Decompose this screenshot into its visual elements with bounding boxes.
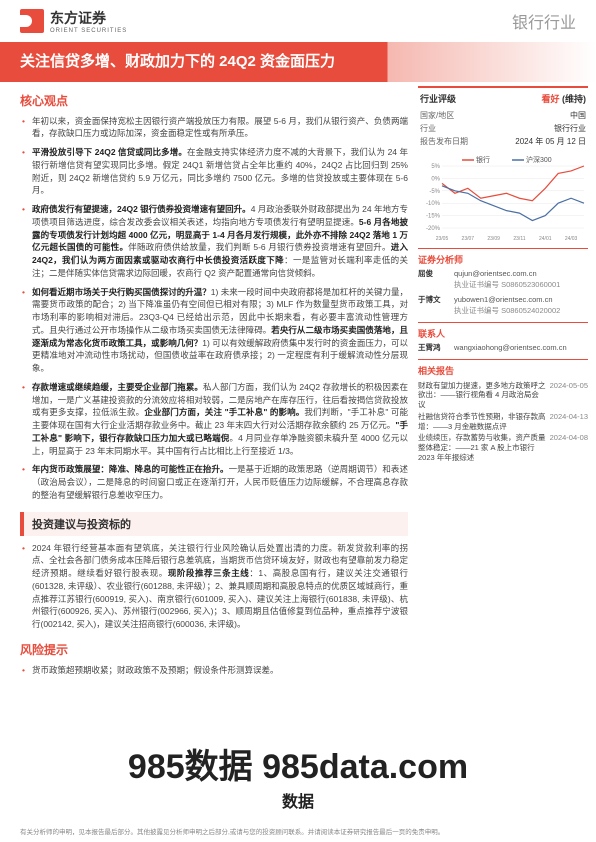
svg-text:沪深300: 沪深300 — [526, 155, 552, 164]
rating-header-left: 行业评级 — [420, 92, 456, 105]
list-item: 货币政策超预期收紧；财政政策不及预期；假设条件形测算误差。 — [32, 664, 408, 677]
analyst-entry: 于博文yubowen1@orientsec.com.cn执业证书编号 S0860… — [418, 294, 588, 316]
list-item: 2024 年银行经营基本面有望筑底，关注银行行业风险确认后处置出清的力度。新发贷… — [32, 542, 408, 631]
footer-disclaimer: 有关分析师的申明，见本报告最后部分。其他披露见分析师申明之后部分,或请与您的投资… — [20, 826, 576, 836]
list-item: 年内货币政策展望：降准、降息的可能性正在抬升。一是基于近期的政策思路（逆周期调节… — [32, 463, 408, 501]
list-item: 平滑投放引导下 24Q2 信贷或同比多增。在金融支持实体经济力度不减的大背景下，… — [32, 146, 408, 197]
report-item: 业绩续压，存款蓄势与收集，资产质量整体稳定：——21 家 A 股上市银行 202… — [418, 433, 588, 462]
info-row: 国家/地区中国 — [418, 109, 588, 122]
contact-box-title: 联系人 — [418, 323, 588, 342]
investment-advice-header: 投资建议与投资标的 — [20, 512, 408, 536]
performance-chart: 5% 0% -5% -10% -15% -20% 23/05 23/07 23/09 23/11 2… — [418, 152, 588, 242]
report-title: 关注信贷多增、财政加力下的 24Q2 资金面压力 — [20, 52, 370, 72]
core-viewpoint-header: 核心观点 — [20, 92, 408, 109]
svg-text:5%: 5% — [431, 164, 440, 170]
company-name-en: ORIENT SECURITIES — [50, 28, 127, 34]
svg-text:-5%: -5% — [429, 188, 440, 194]
watermark-main: 985数据 985data.com — [128, 748, 468, 786]
report-item: 社融信贷符合季节性预期，非银存款高增：——3 月金融数据点评2024-04-13 — [418, 412, 588, 432]
investment-advice-list: 2024 年银行经营基本面有望筑底，关注银行行业风险确认后处置出清的力度。新发贷… — [20, 542, 408, 631]
svg-text:0%: 0% — [431, 176, 440, 182]
svg-text:24/01: 24/01 — [539, 236, 552, 242]
analyst-box-title: 证券分析师 — [418, 249, 588, 268]
reports-box-title: 相关报告 — [418, 360, 588, 379]
info-row: 报告发布日期2024 年 05 月 12 日 — [418, 135, 588, 148]
info-row: 行业银行行业 — [418, 122, 588, 135]
rating-info-box: 行业评级 看好 (维持) 国家/地区中国行业银行行业报告发布日期2024 年 0… — [418, 86, 588, 148]
svg-text:23/07: 23/07 — [462, 236, 475, 242]
rating-value: 看好 — [541, 94, 559, 104]
svg-text:银行: 银行 — [476, 155, 490, 164]
list-item: 如何看近期市场关于央行购买国债探讨的升温？1) 未来一段时间中央政府都将是加杠杆… — [32, 286, 408, 375]
svg-text:-10%: -10% — [426, 201, 441, 207]
svg-text:23/11: 23/11 — [513, 236, 525, 242]
company-logo: 东方证券 ORIENT SECURITIES — [20, 8, 127, 34]
watermark: 985数据 985data.com 数据 — [128, 739, 468, 812]
logo-mark-icon — [20, 9, 44, 33]
core-viewpoint-list: 年初以来，资金面保持宽松主因银行资产端投放压力有限。展望 5-6 月，我们从银行… — [20, 115, 408, 502]
list-item: 政府债发行有望提速，24Q2 银行债券投资增速有望回升。4 月政治委联外财政部提… — [32, 203, 408, 280]
watermark-sub: 数据 — [128, 788, 468, 812]
rating-action: (维持) — [562, 94, 586, 104]
svg-text:-15%: -15% — [426, 213, 441, 219]
list-item: 存款增速或继续趋缓，主要受企业部门拖累。私人部门方面，我们认为 24Q2 存款增… — [32, 381, 408, 458]
analyst-entry: 屈俊qujun@orientsec.com.cn执业证书编号 S08605230… — [418, 268, 588, 290]
contact-entry: 王霄鸿wangxiaohong@orientsec.com.cn — [418, 342, 588, 353]
report-item: 财政有望加力提速，更多地方政策呼之欲出：——银行视角看 4 月政治局会议2024… — [418, 381, 588, 410]
company-name-cn: 东方证券 — [50, 8, 127, 28]
svg-text:24/03: 24/03 — [565, 236, 578, 242]
report-title-bar: 关注信贷多增、财政加力下的 24Q2 资金面压力 — [0, 42, 596, 82]
svg-text:-20%: -20% — [426, 226, 441, 232]
list-item: 年初以来，资金面保持宽松主因银行资产端投放压力有限。展望 5-6 月，我们从银行… — [32, 115, 408, 141]
industry-label: 银行行业 — [512, 9, 576, 33]
svg-text:23/09: 23/09 — [487, 236, 500, 242]
risk-list: 货币政策超预期收紧；财政政策不及预期；假设条件形测算误差。 — [20, 664, 408, 677]
svg-text:23/05: 23/05 — [436, 236, 449, 242]
risk-header: 风险提示 — [20, 641, 408, 658]
